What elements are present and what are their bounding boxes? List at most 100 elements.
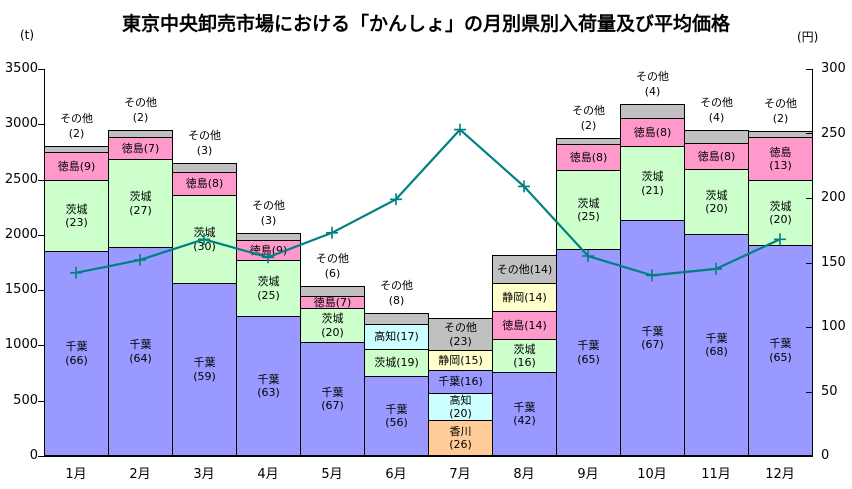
- segment-label: 徳島(8): [633, 125, 672, 139]
- segment-label-pct: (63): [257, 386, 280, 399]
- segment-label: 徳島(7): [313, 295, 352, 309]
- segment-label-name: 千葉: [129, 338, 152, 352]
- segment-label: 徳島(8): [185, 177, 224, 191]
- x-axis-label-9月: 9月: [577, 467, 599, 482]
- right-axis-tick: [806, 456, 812, 457]
- segment-label: 静岡(14): [502, 290, 547, 304]
- segment-label-above-10月-その他: その他 (4): [610, 70, 695, 99]
- segment-label-name: 茨城: [65, 202, 88, 216]
- segment-label-name: その他: [380, 279, 413, 293]
- bar-segment-9月-徳島: 徳島(8): [556, 144, 621, 171]
- segment-label-above-3月-その他: その他 (3): [162, 129, 247, 158]
- left-axis-tick-label: 500: [13, 393, 38, 408]
- right-axis-tick-label: 300: [821, 61, 846, 76]
- segment-label: 静岡(15): [438, 353, 483, 367]
- segment-label-pct: (3): [260, 213, 277, 227]
- bar-segment-6月-千葉: 千葉 (56): [364, 376, 429, 456]
- segment-label: その他(14): [496, 262, 553, 276]
- x-axis-line: [44, 456, 813, 457]
- segment-label-name: 千葉: [577, 339, 600, 353]
- stacked-bar-9月: 千葉 (65) 茨城 (25) 徳島(8): [556, 138, 621, 456]
- plot-area: その他 (2) 千葉 (66) 茨城 (23) 徳島(9) その他 (2) 千葉 (64) 茨城 (27…: [38, 69, 813, 457]
- segment-label-pct: (2): [68, 126, 85, 140]
- x-axis-label-5月: 5月: [321, 467, 343, 482]
- price-line: [75, 128, 781, 277]
- price-line-plus-markers: [70, 123, 786, 282]
- segment-label-name: 香川: [449, 424, 472, 438]
- bar-segment-4月-千葉: 千葉 (63): [236, 316, 301, 456]
- bar-segment-5月-徳島: 徳島(7): [300, 296, 365, 309]
- right-axis-tick: [806, 133, 812, 134]
- bar-segment-6月-茨城: 茨城(19): [364, 349, 429, 377]
- segment-label-above-5月-その他: その他 (6): [290, 252, 375, 281]
- segment-label-name: 高知: [449, 393, 472, 407]
- segment-label-name: 千葉: [641, 324, 664, 338]
- left-axis-tick-label: 1000: [4, 337, 38, 352]
- right-axis-tick-label: 250: [821, 126, 846, 141]
- right-axis-tick: [806, 327, 812, 328]
- segment-label-pct: (64): [129, 351, 152, 365]
- stacked-bar-6月: 千葉 (56) 茨城(19) 高知(17): [364, 313, 429, 456]
- segment-label-above-12月-その他: その他 (2): [738, 97, 823, 126]
- segment-label-pct: (56): [385, 416, 408, 429]
- segment-label-pct: (20): [449, 407, 472, 420]
- segment-label-pct: (27): [129, 203, 152, 217]
- bar-column-4月: その他 (3) 千葉 (63) 茨城 (25) 徳島(9): [236, 69, 301, 456]
- bar-segment-5月-茨城: 茨城 (20): [300, 308, 365, 343]
- x-axis-label-7月: 7月: [449, 467, 471, 482]
- right-axis-tick-label: 50: [821, 384, 838, 399]
- segment-label-pct: (20): [705, 202, 728, 215]
- segment-label-pct: (23): [449, 334, 472, 348]
- bar-segment-8月-千葉: 千葉 (42): [492, 372, 557, 456]
- left-axis-tick-label: 0: [29, 448, 38, 463]
- bar-column-9月: その他 (2) 千葉 (65) 茨城 (25) 徳島(8): [556, 69, 621, 456]
- segment-label-pct: (4): [644, 84, 661, 98]
- stacked-bar-12月: 千葉 (65) 茨城 (20) 徳島 (13): [748, 131, 813, 456]
- bar-column-2月: その他 (2) 千葉 (64) 茨城 (27) 徳島(7): [108, 69, 173, 456]
- stacked-bar-8月: 千葉 (42) 茨城 (16) 徳島(14) 静岡(14) その他(14): [492, 255, 557, 456]
- right-axis-tick-label: 200: [821, 190, 846, 205]
- segment-label-name: 茨城: [513, 342, 536, 356]
- segment-label: 徳島(14): [502, 318, 547, 332]
- segment-label-name: 茨城: [577, 196, 600, 210]
- right-axis-tick: [806, 263, 812, 264]
- bar-segment-10月-千葉: 千葉 (67): [620, 220, 685, 456]
- chart-title: 東京中央卸売市場における「かんしょ」の月別県別入荷量及び平均価格: [121, 13, 730, 35]
- bar-segment-7月-香川: 香川 (26): [428, 420, 493, 456]
- segment-label-pct: (13): [769, 159, 792, 172]
- x-axis-label-8月: 8月: [513, 467, 535, 482]
- left-axis-tick-label: 3500: [4, 61, 38, 76]
- x-axis-label-1月: 1月: [65, 467, 87, 482]
- segment-label: 高知(17): [374, 330, 419, 344]
- right-axis-unit-label: (円): [797, 30, 819, 44]
- segment-label-above-9月-その他: その他 (2): [546, 104, 631, 133]
- segment-label-name: 茨城: [129, 190, 152, 204]
- segment-label-pct: (67): [641, 338, 664, 351]
- bar-segment-2月-千葉: 千葉 (64): [108, 247, 173, 456]
- segment-label-name: 千葉: [321, 385, 344, 399]
- segment-label-above-1月-その他: その他 (2): [34, 112, 119, 141]
- left-axis-tick: [38, 235, 44, 236]
- x-axis-label-4月: 4月: [257, 467, 279, 482]
- stacked-bar-2月: 千葉 (64) 茨城 (27) 徳島(7): [108, 130, 173, 456]
- segment-label-above-2月-その他: その他 (2): [98, 96, 183, 125]
- segment-label-pct: (3): [196, 143, 213, 157]
- segment-label-above-4月-その他: その他 (3): [226, 199, 311, 228]
- left-axis-tick: [38, 401, 44, 402]
- x-axis-label-11月: 11月: [701, 467, 731, 482]
- stacked-bar-4月: 千葉 (63) 茨城 (25) 徳島(9): [236, 233, 301, 456]
- bar-segment-2月-茨城: 茨城 (27): [108, 159, 173, 248]
- segment-label-above-6月-その他: その他 (8): [354, 279, 439, 308]
- segment-label-pct: (59): [193, 369, 216, 383]
- bar-segment-6月-高知: 高知(17): [364, 324, 429, 350]
- right-axis-tick-label: 100: [821, 319, 846, 334]
- segment-label-pct: (8): [388, 293, 405, 307]
- left-axis-tick-label: 3000: [4, 116, 38, 131]
- right-axis-tick-label: 0: [821, 448, 830, 463]
- segment-label-name: 千葉: [769, 337, 792, 351]
- bar-column-3月: その他 (3) 千葉 (59) 茨城 (30) 徳島(8): [172, 69, 237, 456]
- price-line-layer: [70, 123, 786, 282]
- segment-label: 徳島(9): [57, 159, 96, 173]
- left-axis-tick-label: 2000: [4, 227, 38, 242]
